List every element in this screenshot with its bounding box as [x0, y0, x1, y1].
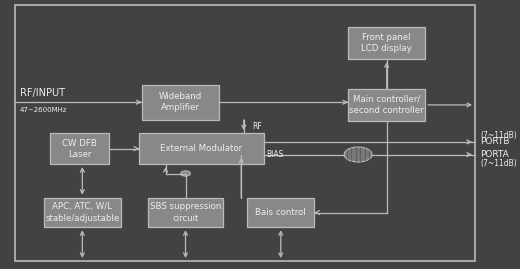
Text: Bais control: Bais control — [255, 208, 306, 217]
Text: PORTB: PORTB — [480, 137, 510, 146]
Bar — [50, 133, 109, 164]
Text: APC, ATC, W/L
stable/adjustable: APC, ATC, W/L stable/adjustable — [45, 203, 120, 222]
Bar — [148, 198, 223, 227]
Text: RF/INPUT: RF/INPUT — [20, 88, 65, 98]
Text: CW DFB
Laser: CW DFB Laser — [62, 139, 97, 159]
Circle shape — [180, 171, 190, 176]
Text: Main controller/
second controller: Main controller/ second controller — [349, 95, 424, 115]
Text: 47~2600MHz: 47~2600MHz — [20, 107, 68, 113]
Circle shape — [344, 147, 372, 162]
Text: RF: RF — [253, 122, 263, 131]
Bar — [44, 198, 121, 227]
Text: SBS suppression
circuit: SBS suppression circuit — [150, 203, 221, 222]
Text: (7~11dB): (7~11dB) — [480, 131, 517, 140]
Text: External Modulator: External Modulator — [160, 144, 242, 153]
Text: (7~11dB): (7~11dB) — [480, 159, 517, 168]
Bar — [247, 198, 314, 227]
Bar — [348, 89, 425, 121]
Text: PORTA: PORTA — [480, 150, 509, 159]
Bar — [348, 27, 425, 59]
Text: Front panel
LCD display: Front panel LCD display — [361, 33, 412, 53]
Text: Wideband
Amplifier: Wideband Amplifier — [159, 92, 202, 112]
Bar — [142, 85, 219, 120]
Text: BIAS: BIAS — [266, 150, 283, 159]
Bar — [139, 133, 264, 164]
